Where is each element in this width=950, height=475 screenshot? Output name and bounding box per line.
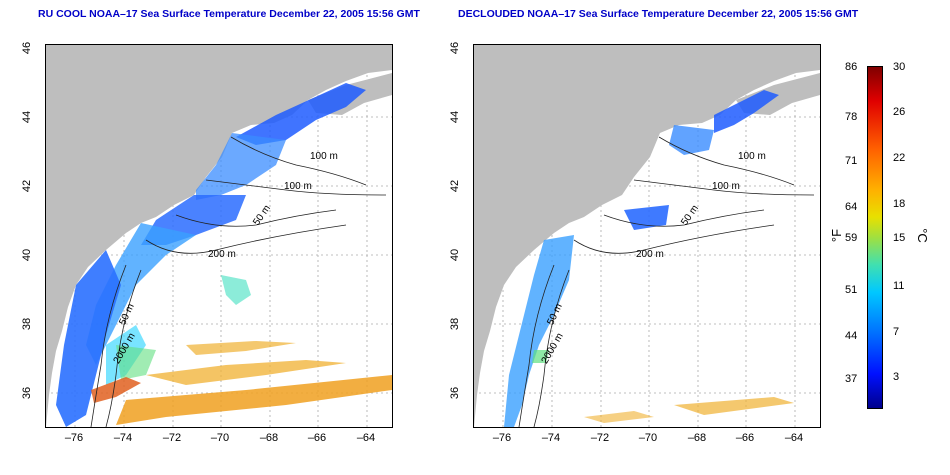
celsius-label: 26 (893, 106, 906, 118)
lon-tick: –76 (492, 432, 512, 444)
left-sst-map: 100 m 100 m 50 m 200 m 50 m 2000 m (45, 44, 393, 428)
fahrenheit-label: 44 (845, 330, 858, 342)
contour-label: 100 m (284, 181, 312, 192)
right-map-title: DECLOUDED NOAA–17 Sea Surface Temperatur… (458, 8, 859, 20)
lat-tick: 38 (449, 317, 461, 331)
lon-tick: –72 (162, 432, 182, 444)
lon-tick: –74 (113, 432, 133, 444)
lat-tick: 40 (449, 248, 461, 262)
celsius-unit: °C (914, 228, 930, 243)
lon-tick: –66 (307, 432, 327, 444)
celsius-label: 22 (893, 152, 906, 164)
fahrenheit-label: 71 (845, 155, 858, 167)
contour-label: 100 m (738, 151, 766, 162)
lat-tick: 44 (449, 110, 461, 124)
lon-tick: –70 (210, 432, 230, 444)
fahrenheit-label: 78 (845, 111, 858, 123)
celsius-label: 11 (893, 280, 905, 292)
lat-tick: 40 (21, 248, 33, 262)
celsius-label: 7 (893, 326, 900, 338)
lon-tick: –68 (259, 432, 279, 444)
lon-tick: –72 (590, 432, 610, 444)
contour-label: 100 m (712, 181, 740, 192)
lon-tick: –64 (356, 432, 376, 444)
celsius-label: 30 (893, 61, 906, 73)
lat-tick: 36 (21, 386, 33, 400)
right-sst-map: 100 m 100 m 50 m 200 m 50 m 2000 m (473, 44, 821, 428)
contour-label: 200 m (208, 249, 236, 260)
land-mass (46, 45, 392, 427)
celsius-label: 15 (893, 232, 906, 244)
lat-tick: 42 (21, 179, 33, 193)
fahrenheit-label: 37 (845, 373, 858, 385)
lon-tick: –66 (735, 432, 755, 444)
lon-tick: –68 (687, 432, 707, 444)
lon-tick: –76 (64, 432, 84, 444)
fahrenheit-unit: °F (829, 228, 845, 243)
lon-tick: –74 (541, 432, 561, 444)
fahrenheit-label: 51 (845, 284, 858, 296)
lon-tick: –70 (638, 432, 658, 444)
lat-tick: 44 (21, 110, 33, 124)
fahrenheit-label: 59 (845, 232, 858, 244)
lon-tick: –64 (784, 432, 804, 444)
contour-label: 200 m (636, 249, 664, 260)
celsius-label: 3 (893, 371, 900, 383)
lat-tick: 46 (449, 41, 461, 55)
left-map-title: RU COOL NOAA–17 Sea Surface Temperature … (38, 8, 420, 20)
lat-tick: 38 (21, 317, 33, 331)
fahrenheit-label: 64 (845, 201, 858, 213)
temperature-colorbar (867, 66, 883, 409)
lat-tick: 46 (21, 41, 33, 55)
lat-tick: 36 (449, 386, 461, 400)
lat-tick: 42 (449, 179, 461, 193)
celsius-label: 18 (893, 198, 906, 210)
fahrenheit-label: 86 (845, 61, 858, 73)
contour-label: 100 m (310, 151, 338, 162)
